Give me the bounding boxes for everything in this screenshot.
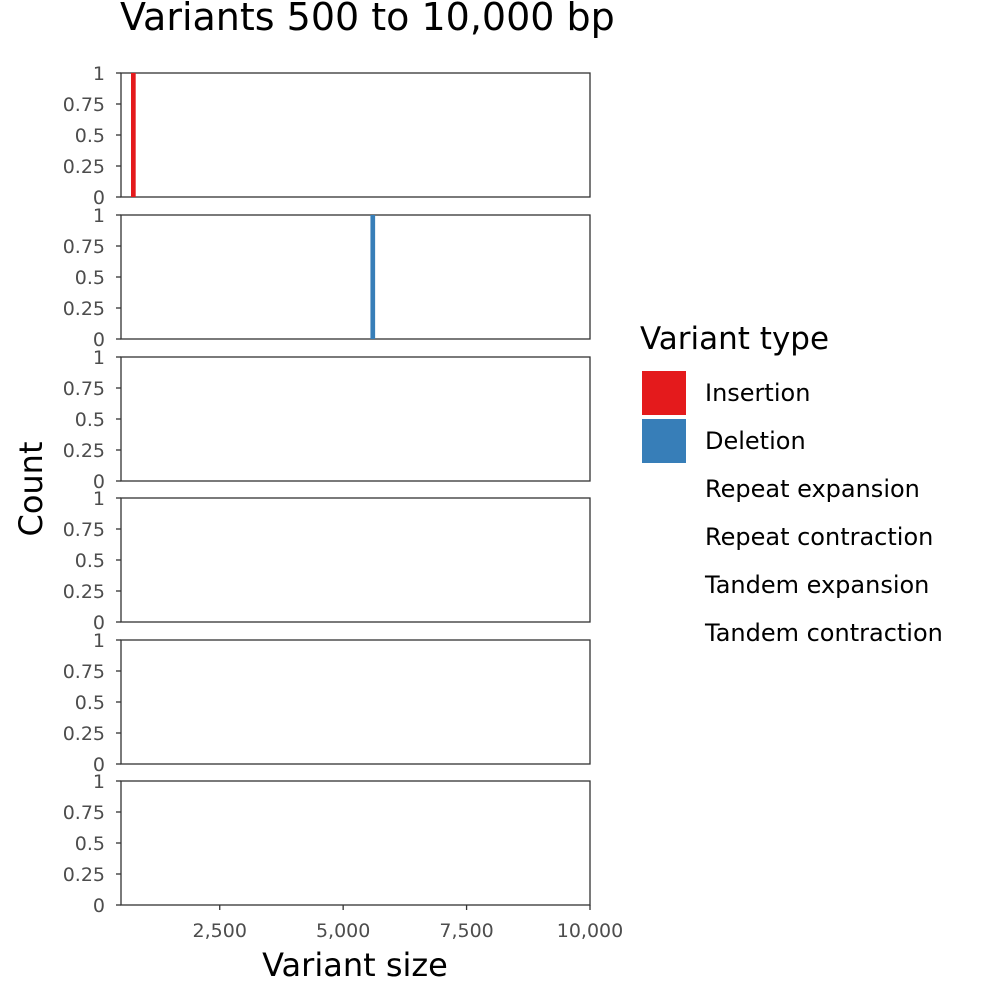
y-tick-label: 0.5 [75, 833, 105, 855]
y-tick-label: 0.75 [63, 94, 105, 116]
legend-entry: Tandem expansion [704, 571, 929, 599]
y-tick-label: 0 [93, 187, 105, 209]
legend-label: Repeat expansion [705, 475, 920, 503]
y-tick-label: 1 [93, 63, 105, 85]
y-tick-label: 0 [93, 895, 105, 917]
legend-entries: Insertion Deletion Repeat expansion Repeat … [642, 371, 943, 647]
x-axis: 2,500 5,000 7,500 10,000 [193, 905, 623, 942]
facet-panel: 0 0.25 0.5 0.75 1 [63, 347, 591, 493]
y-tick-label: 0.5 [75, 692, 105, 714]
y-tick-label: 0.5 [75, 125, 105, 147]
y-tick-label: 0.5 [75, 550, 105, 572]
x-tick-label: 10,000 [557, 920, 623, 942]
chart-title: Variants 500 to 10,000 bp [120, 0, 615, 39]
legend-entry: Insertion [642, 371, 810, 415]
legend-swatch [642, 371, 686, 415]
panel-border [120, 780, 591, 906]
y-tick-label: 0.25 [63, 723, 105, 745]
legend-swatch [642, 419, 686, 463]
y-tick-label: 0.25 [63, 864, 105, 886]
facet-panels: 00.250.50.75100.250.50.75100.250.50.7510… [63, 63, 591, 917]
panel-border [120, 497, 591, 623]
y-tick-label: 0 [93, 329, 105, 351]
y-tick-label: 0.5 [75, 267, 105, 289]
panel-border [120, 639, 591, 765]
y-tick-label: 0 [93, 612, 105, 634]
y-tick-label: 1 [93, 771, 105, 793]
facet-panel: 0 0.25 0.5 0.75 1 [63, 771, 591, 917]
legend-entry: Repeat contraction [705, 523, 933, 551]
panel-border [120, 72, 591, 198]
y-tick-label: 0.5 [75, 409, 105, 431]
y-tick-label: 1 [93, 347, 105, 369]
histogram-bar [370, 215, 376, 339]
y-tick-label: 0.75 [63, 378, 105, 400]
y-tick-label: 0.25 [63, 298, 105, 320]
x-tick-label: 7,500 [439, 920, 493, 942]
histogram-bar [130, 73, 136, 197]
panel-border [120, 356, 591, 482]
y-axis-title: Count [12, 441, 50, 536]
y-tick-label: 0.75 [63, 802, 105, 824]
facet-panel: 0 0.25 0.5 0.75 1 [63, 488, 591, 634]
y-tick-label: 0.25 [63, 581, 105, 603]
y-tick-label: 0.75 [63, 519, 105, 541]
panel-border [120, 214, 591, 340]
y-tick-label: 1 [93, 205, 105, 227]
facet-panel: 0 0.25 0.5 0.75 1 [63, 205, 591, 351]
legend-title: Variant type [640, 321, 829, 357]
y-tick-label: 0.25 [63, 440, 105, 462]
legend-label: Tandem expansion [704, 571, 929, 599]
x-tick-label: 5,000 [316, 920, 370, 942]
y-tick-label: 0 [93, 471, 105, 493]
legend: Variant type Insertion Deletion Repeat exp… [640, 321, 943, 647]
y-tick-label: 0.75 [63, 236, 105, 258]
y-tick-label: 1 [93, 488, 105, 510]
y-tick-label: 1 [93, 630, 105, 652]
legend-label: Tandem contraction [704, 619, 943, 647]
legend-entry: Deletion [642, 419, 806, 463]
facet-panel: 0 0.25 0.5 0.75 1 [63, 630, 591, 776]
legend-label: Repeat contraction [705, 523, 933, 551]
legend-entry: Tandem contraction [704, 619, 943, 647]
x-tick-label: 2,500 [193, 920, 247, 942]
facet-panel: 0 0.25 0.5 0.75 1 [63, 63, 591, 209]
x-axis-title: Variant size [262, 946, 448, 984]
legend-entry: Repeat expansion [705, 475, 920, 503]
legend-label: Insertion [705, 379, 810, 407]
y-tick-label: 0 [93, 754, 105, 776]
legend-label: Deletion [705, 427, 806, 455]
y-tick-label: 0.25 [63, 156, 105, 178]
y-tick-label: 0.75 [63, 661, 105, 683]
